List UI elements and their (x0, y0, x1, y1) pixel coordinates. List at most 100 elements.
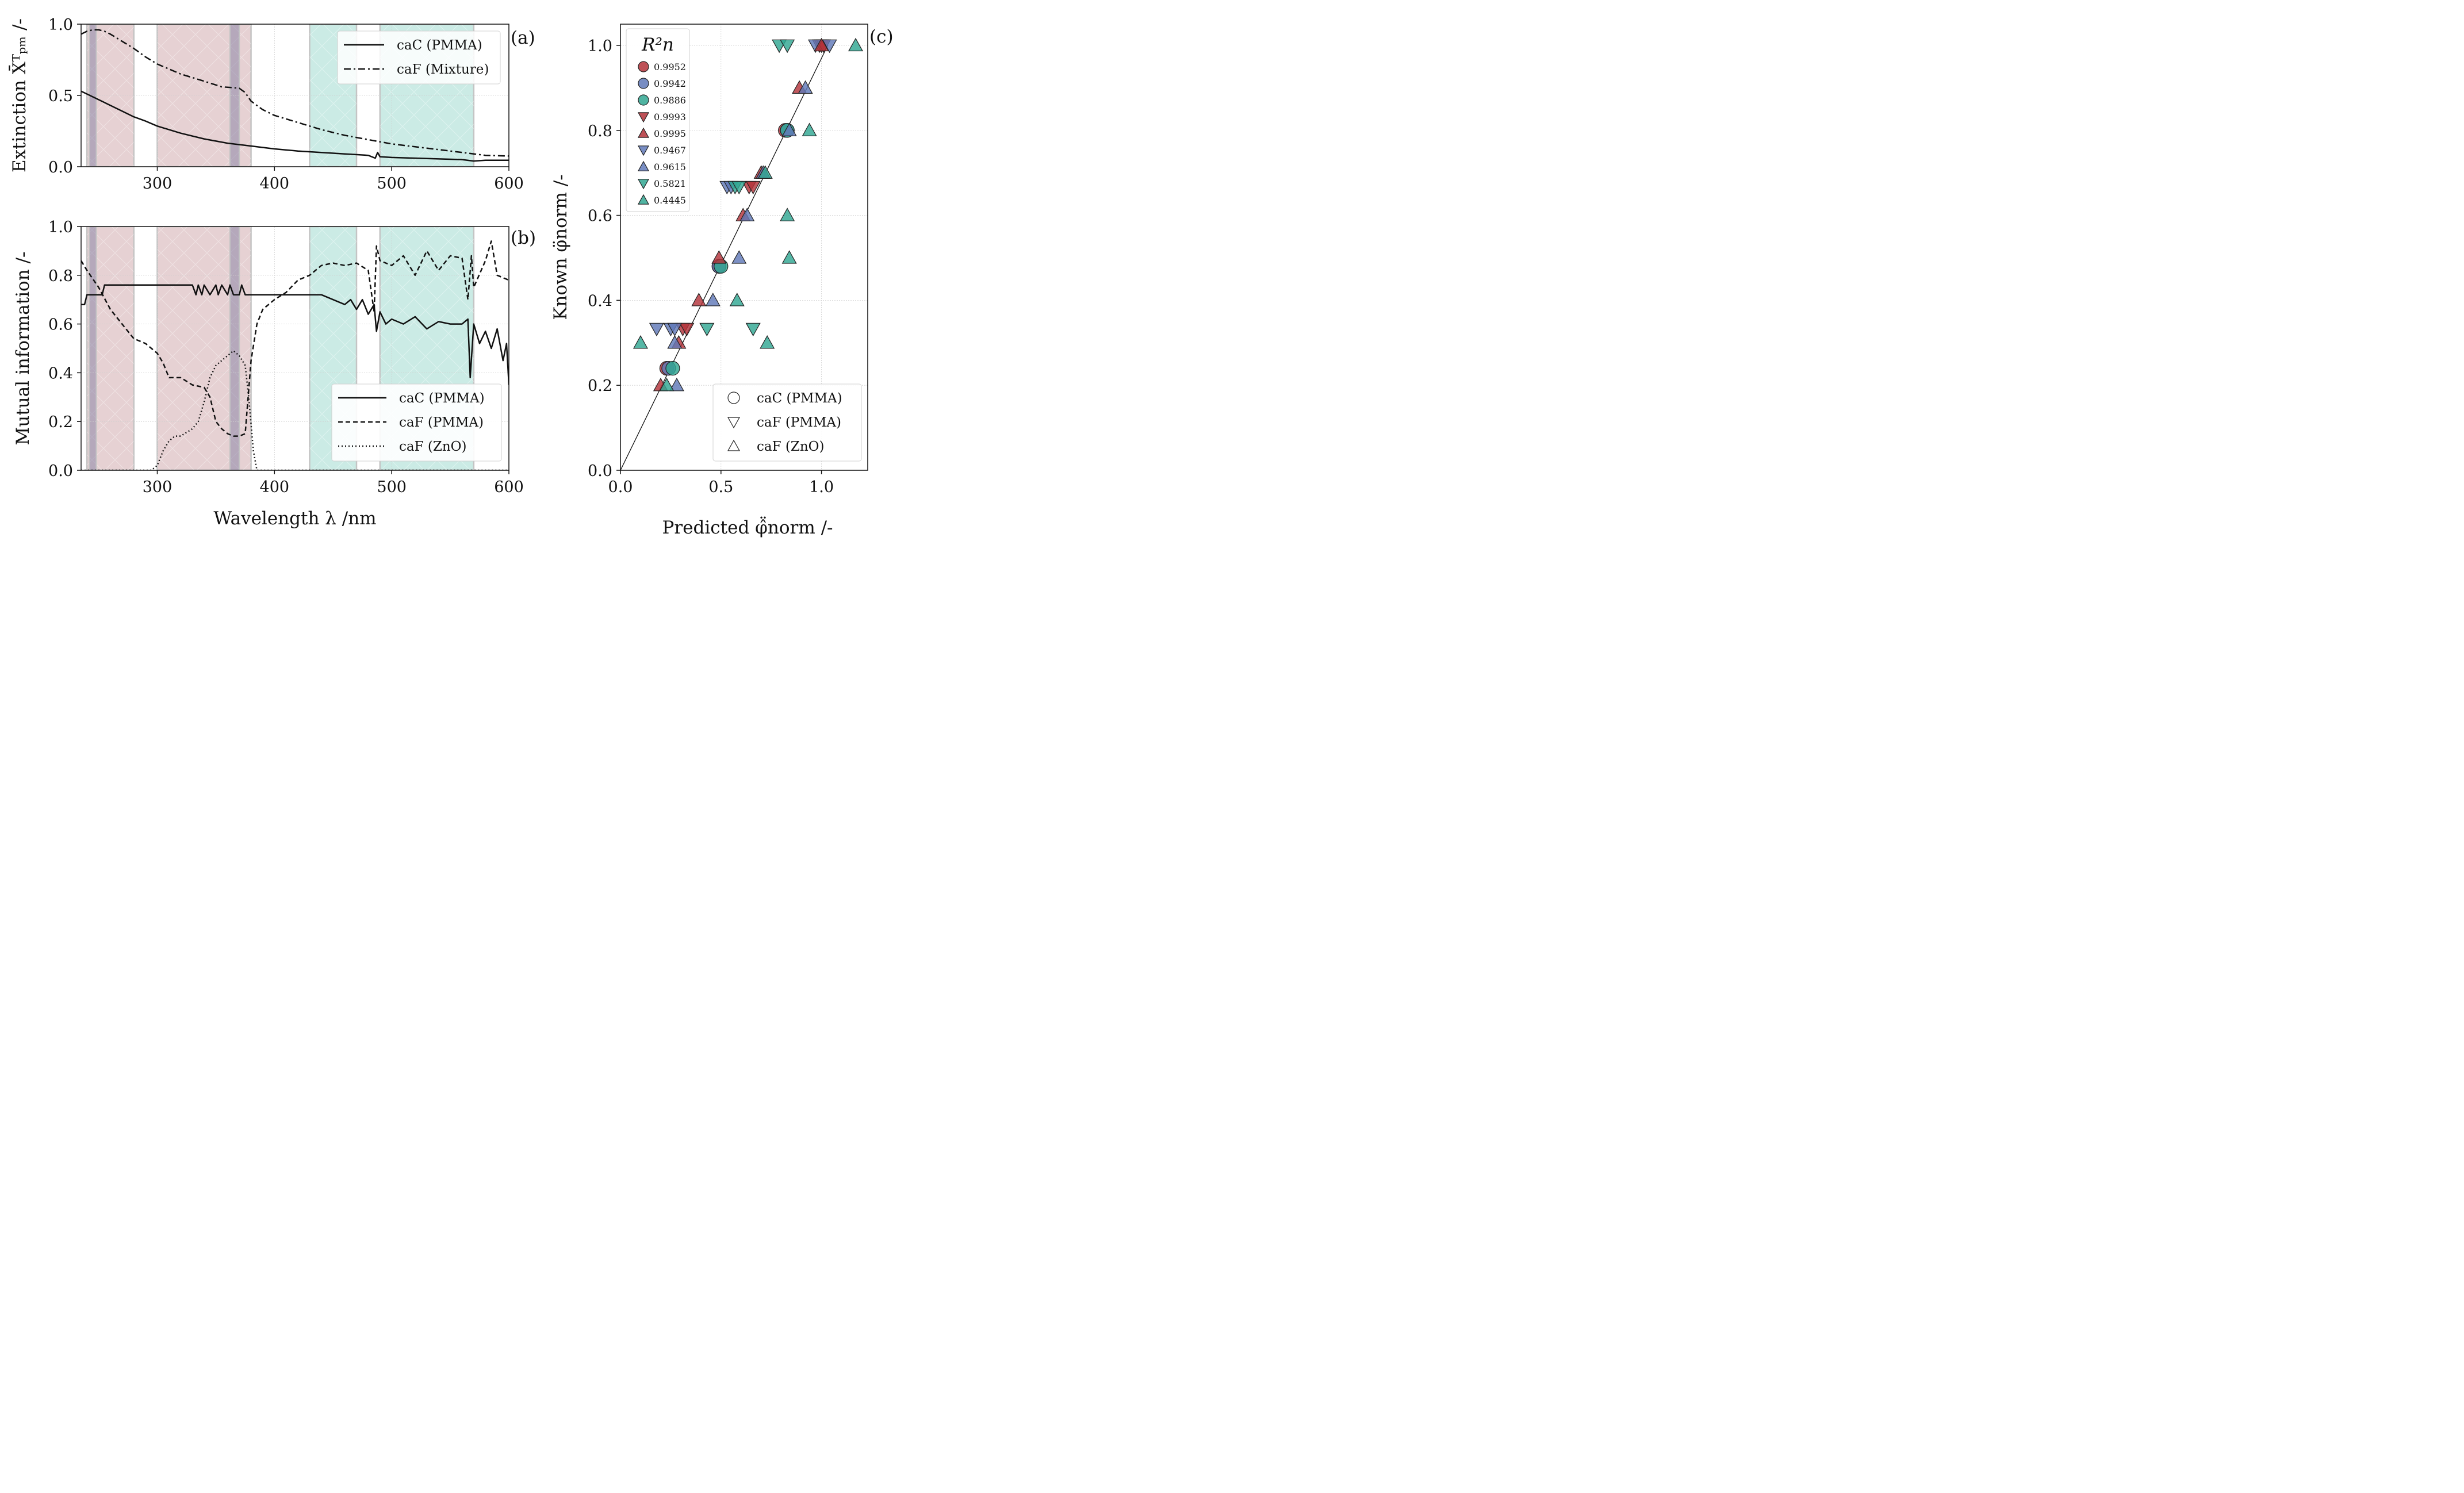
series-line (81, 350, 509, 470)
y-tick-label: 0.0 (48, 462, 73, 480)
scatter-point (802, 122, 817, 136)
series-line (81, 90, 509, 162)
y-tick-label: 1.0 (588, 37, 612, 55)
scatter-point (757, 165, 773, 179)
legend-marker (637, 160, 650, 171)
y-tick-label: 1.0 (48, 16, 73, 34)
scatter-point (705, 293, 721, 306)
scatter-point (667, 323, 683, 337)
scatter-point (731, 181, 747, 195)
x-tick-label: 600 (494, 175, 524, 193)
r2-legend: R²n 0.9952 0.9942 0.9886 0.9993 0.9995 0.9467… (626, 28, 690, 212)
scatter-point (665, 361, 680, 376)
legend-label: 0.5821 (654, 178, 686, 189)
y-axis-label: Extinction X̄ᵀₚₘ /- (8, 18, 30, 172)
series-lines (81, 240, 509, 470)
panel-label: (c) (869, 26, 894, 47)
x-tick-label: 1.0 (809, 478, 834, 496)
overlap-band (89, 227, 97, 470)
legend-marker (638, 61, 649, 72)
scatter-point (711, 250, 727, 264)
legend-label: 0.9993 (654, 112, 686, 122)
y-ticks: 0.0 0.2 0.4 0.6 0.8 1.0 (48, 218, 81, 480)
legend-box (712, 383, 862, 462)
x-tick-label: 0.5 (708, 478, 733, 496)
legend-label: caF (PMMA) (399, 415, 484, 430)
x-ticks: 300 400 500 600 (143, 167, 524, 193)
plot-frame (620, 24, 868, 471)
legend-marker (637, 127, 650, 138)
scatter-point (745, 181, 761, 195)
y-tick-label: 0.6 (588, 208, 612, 225)
scatter-point (798, 80, 813, 94)
x-axis-label: Predicted φ̂̈norm /- (662, 516, 833, 538)
scatter-point (679, 323, 695, 337)
legend-marker (637, 145, 650, 156)
legend-marker (638, 78, 649, 89)
figure: 300 400 500 600 0.0 0.5 1.0 Extinction X̄ᵀₚₘ … (8, 16, 894, 538)
r2-legend-items: 0.9952 0.9942 0.9886 0.9993 0.9995 0.9467 0.96… (637, 61, 686, 206)
legend-label: 0.4445 (654, 195, 686, 206)
scatter-point (780, 208, 795, 221)
legend-label: caF (Mixture) (397, 62, 489, 77)
panel-label: (a) (511, 28, 535, 48)
legend-label: 0.9615 (654, 162, 686, 172)
y-ticks: 0.0 0.5 1.0 (48, 16, 81, 176)
y-tick-label: 0.2 (588, 377, 612, 395)
legend-marker (727, 392, 740, 404)
x-tick-label: 400 (260, 175, 290, 193)
legend-marker (727, 417, 741, 429)
overlap-band (229, 227, 240, 470)
y-tick-label: 0.6 (48, 316, 73, 334)
y-ticks: 0.0 0.2 0.4 0.6 0.8 1.0 (588, 37, 620, 480)
plot-frame (81, 226, 509, 471)
y-tick-label: 0.8 (48, 267, 73, 285)
y-tick-label: 0.0 (588, 462, 612, 480)
scatter-point (649, 323, 664, 337)
panel-label: (b) (511, 228, 536, 248)
x-tick-label: 0.0 (608, 478, 633, 496)
legend-marker (638, 94, 649, 106)
mutual-information-chart: 300 400 500 600 0.0 0.2 0.4 0.6 0.8 1.0 Waveleng… (13, 218, 536, 529)
legend-label: caC (PMMA) (757, 391, 842, 406)
scatter-point (699, 323, 715, 337)
legend-label: 0.9995 (654, 128, 686, 139)
x-ticks: 0.0 0.5 1.0 (608, 470, 834, 496)
x-tick-label: 500 (377, 478, 407, 496)
legend-label: 0.9942 (654, 78, 686, 89)
identity-line (620, 44, 829, 470)
y-tick-label: 0.8 (588, 122, 612, 140)
legend-marker (637, 194, 650, 205)
marker-legend: caC (PMMA) caF (PMMA) caF (ZnO) (712, 383, 862, 462)
scatter-point (667, 335, 683, 349)
scatter-point (780, 39, 795, 53)
series-line (81, 29, 509, 157)
scatter-point (731, 250, 747, 264)
scatter-point (781, 250, 797, 264)
legend-marker (637, 112, 650, 123)
x-tick-label: 400 (260, 478, 290, 496)
legend: caC (PMMA) caF (PMMA) caF (ZnO) (331, 383, 502, 462)
scatter-point (760, 335, 775, 349)
scatter-point (729, 293, 745, 306)
parity-chart: 0.0 0.5 1.0 0.0 0.2 0.4 0.6 0.8 1.0 Predicted φ… (550, 24, 894, 538)
legend-marker (637, 179, 650, 190)
legend-label: 0.9467 (654, 145, 686, 156)
x-ticks: 300 400 500 600 (143, 470, 524, 496)
legend-label: 0.9886 (654, 95, 686, 106)
y-tick-label: 1.0 (48, 218, 73, 236)
legend-label: caF (PMMA) (757, 415, 841, 430)
x-tick-label: 300 (143, 175, 173, 193)
scatter-point (745, 323, 761, 337)
y-axis-label: Mutual information /- (13, 252, 33, 446)
scatter-point (669, 377, 684, 392)
scatter-point (848, 37, 864, 52)
series-lines (81, 29, 509, 162)
legend-marker (727, 439, 741, 451)
marker-legend-items: caC (PMMA) caF (PMMA) caF (ZnO) (727, 391, 842, 454)
scatter-point (781, 122, 797, 136)
scatter-point (739, 208, 755, 221)
scatter-point (659, 377, 675, 392)
legend-label: caC (PMMA) (399, 391, 485, 406)
y-tick-label: 0.2 (48, 413, 73, 431)
